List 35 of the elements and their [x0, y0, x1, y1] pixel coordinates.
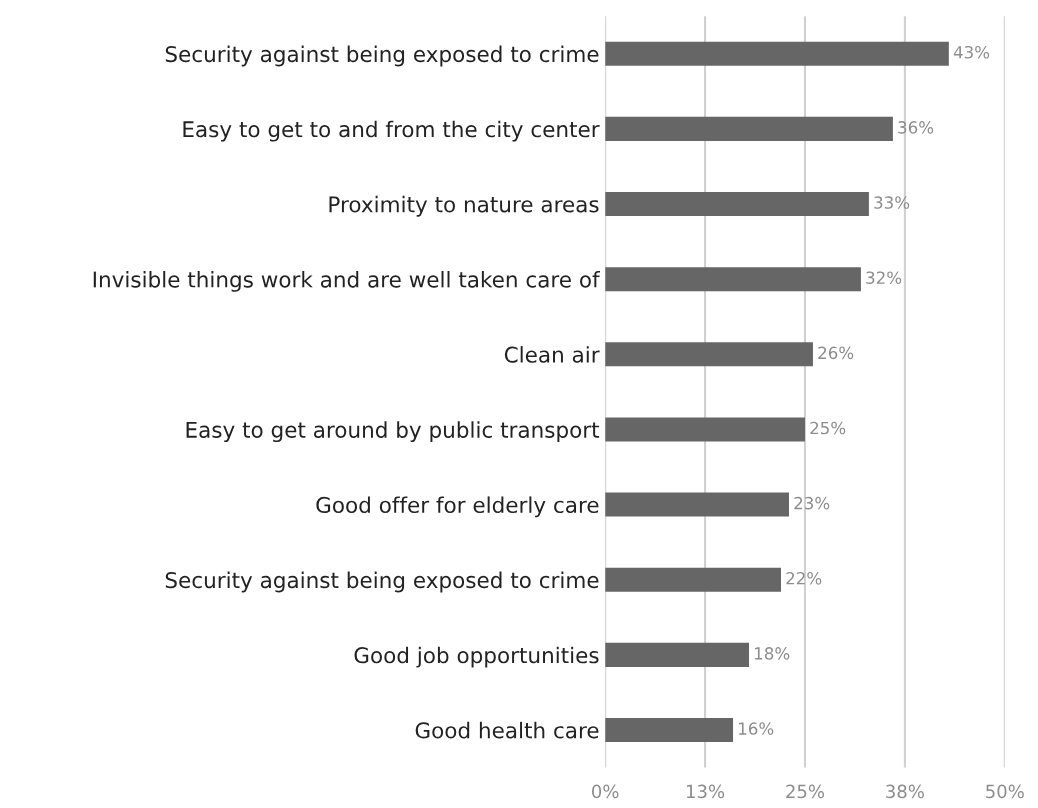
- bar: [605, 417, 805, 442]
- bar: [605, 342, 813, 367]
- data-label: 36%: [898, 121, 934, 134]
- bar: [605, 642, 750, 667]
- bar: [605, 718, 734, 743]
- bar: [605, 267, 861, 292]
- bar: [605, 492, 789, 517]
- x-tick-label: 25%: [786, 784, 825, 799]
- y-tick-label: Clean air: [504, 346, 600, 363]
- data-label: 32%: [866, 271, 902, 284]
- data-label: 22%: [786, 571, 822, 585]
- x-tick-label: 0%: [592, 784, 619, 799]
- y-tick-label: Easy to get to and from the city center: [183, 120, 600, 142]
- data-label: 43%: [953, 45, 990, 59]
- data-label: 25%: [810, 421, 846, 435]
- data-label: 16%: [739, 722, 774, 735]
- bar: [605, 116, 893, 141]
- y-tick-label: Security against being exposed to crime: [165, 571, 599, 593]
- x-tick-label: 13%: [686, 784, 725, 799]
- data-label: 26%: [818, 346, 854, 360]
- y-tick-label: Good job opportunities: [354, 646, 599, 668]
- y-tick-label: Good health care: [415, 721, 599, 739]
- data-label: 23%: [794, 496, 830, 510]
- bar: [605, 41, 949, 66]
- y-tick-label: Good offer for elderly care: [316, 496, 599, 518]
- bar: [605, 192, 869, 217]
- x-tick-label: 38%: [886, 784, 924, 799]
- data-label: 18%: [755, 647, 790, 660]
- bar: [605, 567, 781, 592]
- y-tick-label: Proximity to nature areas: [329, 195, 599, 217]
- y-tick-label: Invisible things work and are well taken care of: [93, 270, 601, 292]
- y-tick-label: Easy to get around by public transport: [186, 421, 600, 443]
- y-tick-label: Security against being exposed to crime: [165, 45, 599, 67]
- x-tick-label: 50%: [986, 784, 1024, 799]
- data-label: 33%: [874, 196, 910, 209]
